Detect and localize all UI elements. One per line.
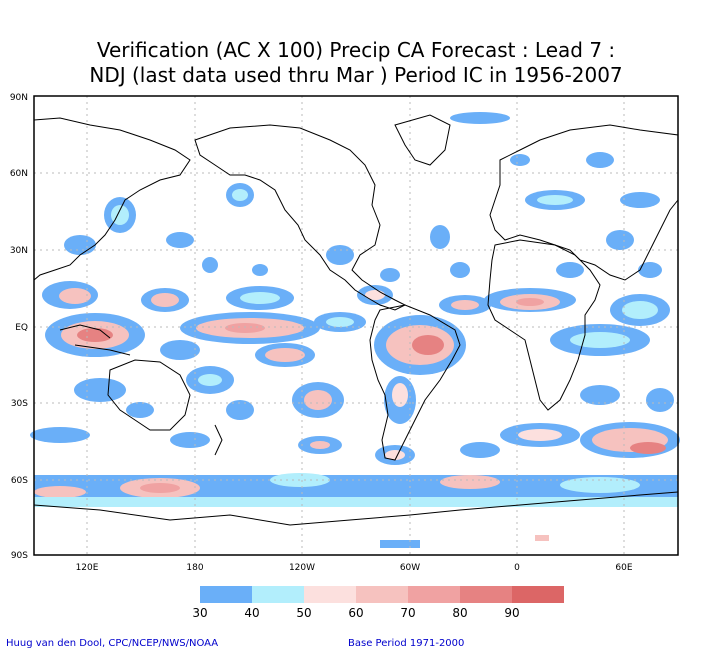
lon-label-120w: 120W — [289, 563, 315, 573]
colorbar-box-80-90 — [460, 586, 512, 603]
colorbar-tick-80: 80 — [452, 606, 467, 620]
lat-label-90n: 90N — [10, 93, 28, 103]
map-title-line1: Verification (AC X 100) Precip CA Foreca… — [96, 38, 616, 62]
colorbar-box-30-40 — [200, 586, 252, 603]
lon-label-0: 0 — [514, 563, 520, 573]
lat-label-60s: 60S — [11, 476, 28, 486]
colorbar-box-70-80 — [408, 586, 460, 603]
colorbar-tick-30: 30 — [192, 606, 207, 620]
lon-label-180: 180 — [186, 563, 203, 573]
colorbar-tick-70: 70 — [400, 606, 415, 620]
colorbar-box-90-plus — [512, 586, 564, 603]
lat-label-eq: EQ — [15, 323, 28, 333]
colorbar-tick-50: 50 — [296, 606, 311, 620]
map-title-line2: NDJ (last data used thru Mar ) Period IC… — [89, 63, 623, 87]
lon-label-60e: 60E — [615, 563, 632, 573]
colorbar-box-60-70 — [356, 586, 408, 603]
correlation-shading — [30, 112, 680, 548]
colorbar-box-50-60 — [304, 586, 356, 603]
colorbar-tick-60: 60 — [348, 606, 363, 620]
map-frame — [33, 95, 679, 556]
map-grid — [34, 96, 678, 555]
lat-label-60n: 60N — [10, 169, 28, 179]
base-period-text: Base Period 1971-2000 — [348, 638, 465, 649]
coastlines — [33, 114, 679, 526]
credit-text: Huug van den Dool, CPC/NCEP/NWS/NOAA — [6, 638, 219, 649]
lat-label-30s: 30S — [11, 399, 28, 409]
lat-label-90s: 90S — [11, 551, 28, 561]
colorbar-box-40-50 — [252, 586, 304, 603]
lon-label-120e: 120E — [76, 563, 99, 573]
lon-label-60w: 60W — [400, 563, 420, 573]
colorbar-tick-90: 90 — [504, 606, 519, 620]
lat-label-30n: 30N — [10, 246, 28, 256]
colorbar-tick-40: 40 — [244, 606, 259, 620]
colorbar — [200, 586, 564, 603]
